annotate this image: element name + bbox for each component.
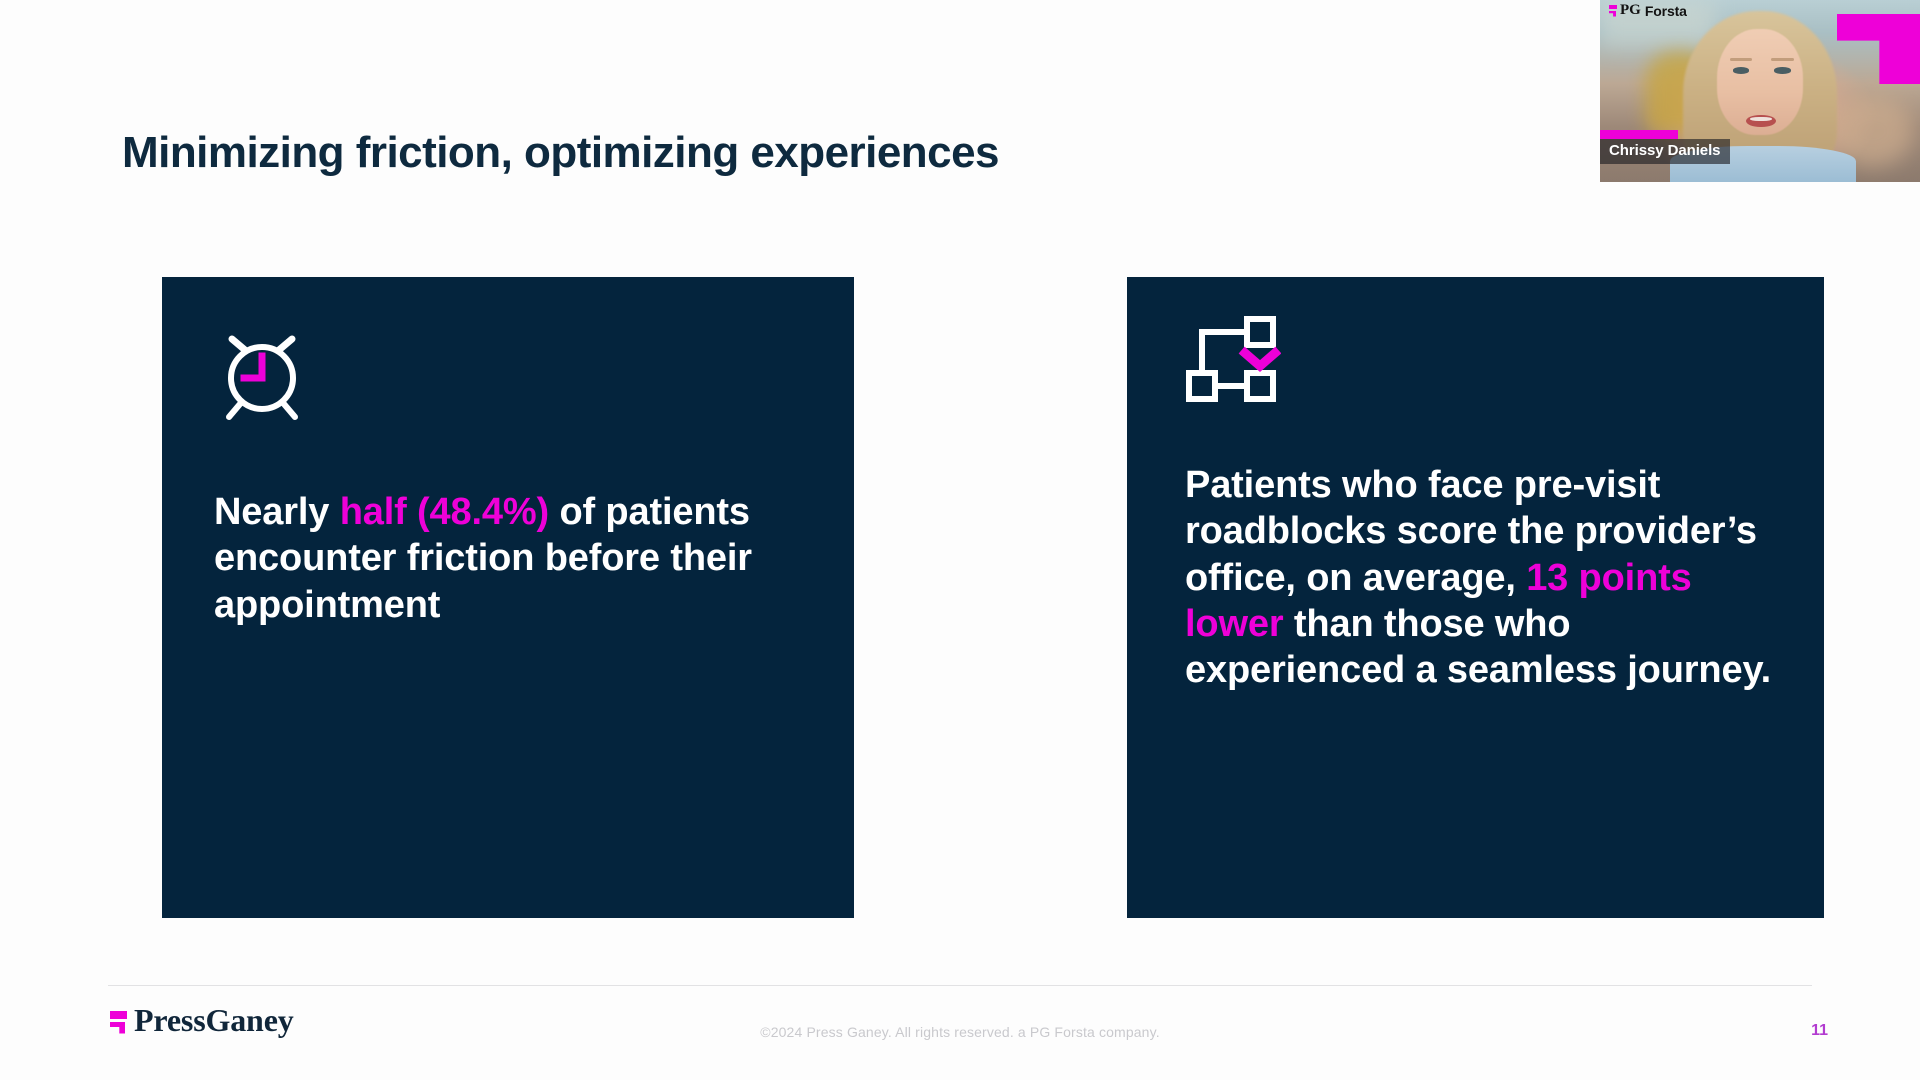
stat-card-left-text: Nearly half (48.4%) of patients encounte… (214, 489, 754, 628)
stat-card-right-text: Patients who face pre-visit roadblocks s… (1185, 462, 1784, 694)
pg-forsta-forsta-text: Forsta (1644, 2, 1687, 19)
highlight-statistic: 13 points lower (1185, 556, 1692, 646)
text-segment: Patients who face pre-visit roadblocks s… (1185, 464, 1757, 599)
workflow-diagram-icon (1185, 315, 1282, 410)
speaker-nametag: Chrissy Daniels (1600, 130, 1731, 164)
stat-card-roadblocks: Patients who face pre-visit roadblocks s… (1127, 277, 1824, 918)
pg-forsta-mark-icon (1609, 4, 1618, 18)
pg-forsta-pg-text: PG (1620, 2, 1641, 18)
speaker-video-overlay[interactable]: PG Forsta Chrissy Daniels (1600, 0, 1920, 182)
footer-divider (108, 985, 1812, 986)
alarm-clock-icon (214, 322, 310, 427)
press-ganey-logo: PressGaney (110, 1004, 294, 1036)
stat-card-friction: Nearly half (48.4%) of patients encounte… (162, 277, 854, 918)
nametag-accent-bar (1600, 130, 1678, 139)
highlight-statistic: half (48.4%) (339, 491, 550, 533)
press-ganey-mark-icon (110, 1007, 129, 1034)
slide-number: 11 (1811, 1022, 1828, 1039)
text-segment: than those who experienced a seamless jo… (1185, 603, 1772, 692)
pg-forsta-logo: PG Forsta (1609, 3, 1687, 18)
text-segment: of patients encounter friction before th… (214, 491, 752, 626)
page-title: Minimizing friction, optimizing experien… (122, 128, 999, 177)
speaker-name: Chrissy Daniels (1600, 139, 1731, 164)
text-segment: Nearly (214, 491, 340, 533)
copyright-text: ©2024 Press Ganey. All rights reserved. … (760, 1024, 1160, 1040)
press-ganey-wordmark: PressGaney (134, 1002, 294, 1038)
